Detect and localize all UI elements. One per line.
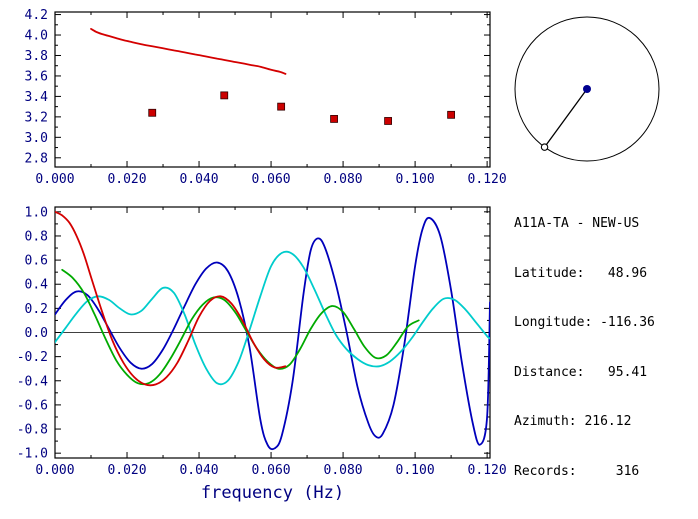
plot-frame xyxy=(54,11,491,168)
y-tick-label: 1.0 xyxy=(25,205,48,220)
azimuth-panel xyxy=(514,16,660,162)
x-tick-label: 0.100 xyxy=(396,463,435,478)
group-velocity-picks xyxy=(277,102,286,111)
x-tick-label: 0.080 xyxy=(324,172,363,187)
x-tick-label: 0.060 xyxy=(251,172,290,187)
latitude-line: Latitude: 48.96 xyxy=(514,265,648,281)
group-velocity-picks xyxy=(220,91,229,100)
spectrum-trace-green xyxy=(61,268,420,386)
y-tick-label: 3.8 xyxy=(25,49,48,64)
y-tick-label: 0.4 xyxy=(25,278,49,293)
records-line: Records: 316 xyxy=(514,463,640,479)
x-tick-label: 0.020 xyxy=(107,463,146,478)
longitude-line: Longitude: -116.36 xyxy=(514,315,655,330)
y-tick-label: 3.0 xyxy=(25,131,48,146)
station-pair-title: A11A-TA - NEW-US xyxy=(514,216,640,231)
y-tick-label: 0.0 xyxy=(25,326,48,341)
azimuth-text-line: Azimuth: 216.12 xyxy=(514,414,632,429)
y-tick-label: 4.2 xyxy=(25,8,48,23)
group-velocity-picks xyxy=(447,110,456,119)
spectrum-trace-blue xyxy=(55,216,490,451)
dispersion-curve xyxy=(90,28,287,75)
group-velocity-picks xyxy=(148,108,157,117)
x-tick-label: 0.000 xyxy=(35,172,74,187)
y-tick-label: -0.4 xyxy=(17,374,48,389)
y-tick-label: 3.2 xyxy=(25,110,48,125)
x-tick-label: 0.120 xyxy=(468,172,507,187)
y-tick-label: 3.4 xyxy=(25,90,49,105)
distance-line: Distance: 95.41 xyxy=(514,364,648,380)
x-tick-label: 0.120 xyxy=(468,463,507,478)
y-tick-label: -0.2 xyxy=(17,350,48,365)
azimuth-circle-outline xyxy=(514,16,660,162)
station-dot xyxy=(583,85,591,93)
azimuth-line xyxy=(544,88,588,148)
y-tick-label: 2.8 xyxy=(25,151,48,166)
x-tick-label: 0.040 xyxy=(179,463,218,478)
y-tick-label: 0.6 xyxy=(25,254,48,269)
spectrum-trace-cyan xyxy=(55,250,490,386)
x-axis-title: frequency (Hz) xyxy=(201,483,344,503)
station-info: A11A-TA - NEW-US Latitude: 48.96 Longitu… xyxy=(514,183,655,513)
group-velocity-picks xyxy=(330,115,338,123)
y-tick-label: 3.6 xyxy=(25,69,48,84)
y-tick-label: -1.0 xyxy=(17,447,48,462)
x-tick-label: 0.100 xyxy=(396,172,435,187)
group-velocity-picks xyxy=(384,117,392,125)
cross-spectrum-panel[interactable]: 0.000 0.020 0.040 0.060 0.080 0.100 0.120 1.0 0.… xyxy=(17,205,507,503)
y-tick-label: -0.8 xyxy=(17,423,48,438)
y-tick-label: 0.2 xyxy=(25,302,48,317)
x-tick-label: 0.080 xyxy=(324,463,363,478)
x-tick-label: 0.040 xyxy=(179,172,218,187)
y-tick-label: 4.0 xyxy=(25,29,48,44)
y-tick-label: -0.6 xyxy=(17,398,48,413)
remote-station-marker xyxy=(540,143,549,151)
dispersion-panel[interactable]: 0.000 0.020 0.040 0.060 0.080 0.100 0.120 2.8 3.… xyxy=(25,8,507,187)
x-tick-label: 0.060 xyxy=(251,463,290,478)
spectrum-trace-red xyxy=(55,210,287,387)
y-tick-label: 0.8 xyxy=(25,229,48,244)
x-tick-label: 0.020 xyxy=(107,172,146,187)
x-tick-label: 0.000 xyxy=(35,463,74,478)
